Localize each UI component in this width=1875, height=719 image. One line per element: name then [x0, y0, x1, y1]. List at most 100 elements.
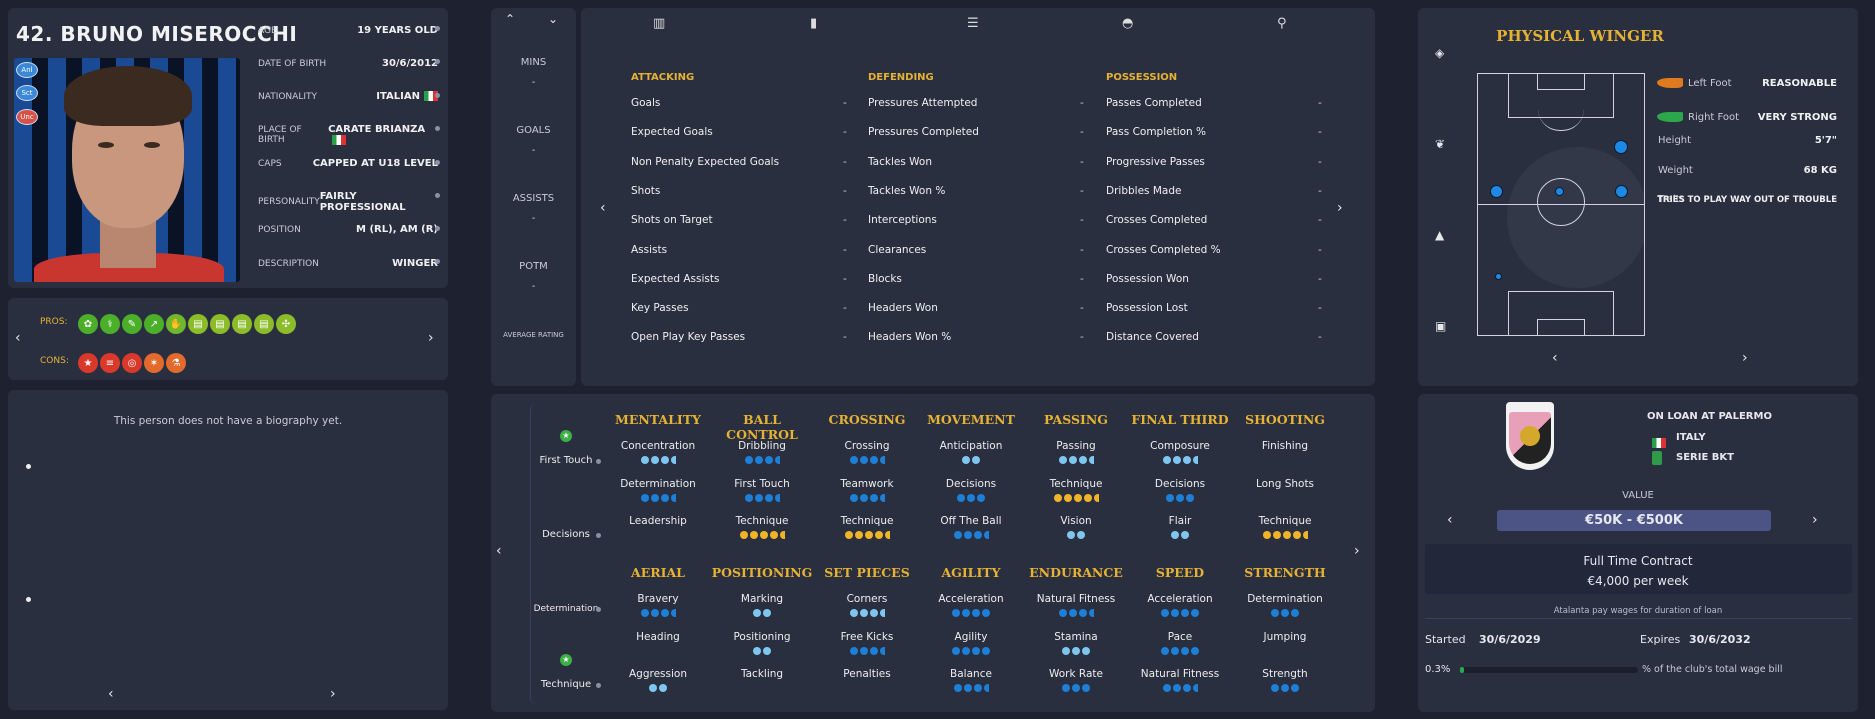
attribute-name[interactable]: Heading [636, 630, 680, 643]
pros-next-arrow[interactable]: › [428, 330, 434, 346]
attribute-name[interactable]: Determination [1247, 593, 1323, 605]
side-attr-technique[interactable]: Technique [540, 679, 592, 690]
attribute-name[interactable]: Technique [1049, 477, 1103, 490]
value-next-arrow[interactable]: › [1812, 512, 1818, 528]
rating-dot [973, 684, 982, 692]
plant-icon[interactable]: ❦ [1435, 137, 1446, 151]
stats-prev-arrow[interactable]: ‹ [600, 200, 606, 216]
attribute-name[interactable]: Technique [1258, 515, 1312, 527]
attribute-name[interactable]: Long Shots [1255, 477, 1315, 490]
badge-scout[interactable]: Sct [16, 85, 38, 101]
attribute-name[interactable]: Natural Fitness [1140, 668, 1220, 680]
attribute-name[interactable]: Teamwork [840, 477, 894, 490]
attribute-name[interactable]: Finishing [1261, 440, 1309, 452]
attribute-name[interactable]: Composure [1150, 440, 1210, 452]
attribute-name[interactable]: Natural Fitness [1036, 593, 1116, 605]
stat-value: - [1318, 331, 1322, 344]
side-attr-decisions[interactable]: Decisions [542, 529, 590, 540]
pro-icon[interactable]: ↗ [144, 314, 164, 334]
attribute-name[interactable]: Marking [740, 593, 784, 605]
pro-icon[interactable]: ⚕ [100, 314, 120, 334]
attribute-name[interactable]: Penalties [843, 668, 891, 680]
con-icon[interactable]: ⚗ [166, 353, 186, 373]
pro-icon[interactable]: ✣ [276, 314, 296, 334]
sort-up-icon[interactable]: ⌃ [505, 12, 516, 26]
info-dot[interactable] [435, 93, 440, 98]
attribute-name[interactable]: Free Kicks [840, 630, 894, 643]
attribute-name[interactable]: Technique [840, 515, 894, 527]
pro-icon[interactable]: ✿ [78, 314, 98, 334]
sort-down-icon[interactable]: ⌄ [548, 12, 559, 26]
attribute-name[interactable]: Jumping [1263, 630, 1307, 643]
running-icon[interactable]: ⚲ [1277, 16, 1287, 31]
pitch-next-arrow[interactable]: › [1742, 350, 1748, 366]
info-dot[interactable] [435, 160, 440, 165]
attribute-name[interactable]: Decisions [1154, 477, 1206, 490]
attribute-name[interactable]: Concentration [620, 440, 696, 452]
attribute-name[interactable]: Leadership [629, 515, 687, 527]
bar-chart-icon[interactable]: ▥ [653, 16, 666, 31]
info-dot[interactable] [435, 259, 440, 264]
attribute-name[interactable]: Passing [1056, 440, 1096, 452]
attribute-name[interactable]: Aggression [629, 668, 687, 680]
pro-icon[interactable]: ▤ [188, 314, 208, 334]
bio-next-arrow[interactable]: › [330, 686, 336, 702]
bio-prev-arrow[interactable]: ‹ [108, 686, 114, 702]
con-icon[interactable]: ✶ [144, 353, 164, 373]
info-icon[interactable]: ▣ [1435, 319, 1447, 333]
notebook-icon[interactable]: ▮ [810, 16, 818, 31]
info-dot[interactable] [435, 126, 440, 131]
attribute-name[interactable]: First Touch [734, 477, 790, 490]
side-attr-first-touch[interactable]: First Touch [539, 455, 593, 466]
helmet-icon[interactable]: ◓ [1122, 16, 1134, 31]
attributes-prev-arrow[interactable]: ‹ [496, 543, 502, 559]
pro-icon[interactable]: ▤ [232, 314, 252, 334]
attribute-name[interactable]: Technique [735, 515, 789, 527]
attribute-name[interactable]: Pace [1167, 630, 1193, 643]
attribute-name[interactable]: Balance [950, 668, 992, 680]
attribute-name[interactable]: Strength [1262, 668, 1308, 680]
info-dot[interactable] [435, 193, 440, 198]
pro-icon[interactable]: ✋ [166, 314, 186, 334]
attributes-next-arrow[interactable]: › [1354, 543, 1360, 559]
rating-dot [640, 609, 649, 617]
attribute-name[interactable]: Work Rate [1048, 668, 1103, 680]
attribute-name[interactable]: Positioning [733, 630, 791, 643]
pros-prev-arrow[interactable]: ‹ [15, 330, 21, 346]
attribute-name[interactable]: Vision [1060, 515, 1092, 527]
list-icon[interactable]: ☰ [967, 16, 979, 31]
badge-analyst[interactable]: Anl [16, 62, 38, 78]
attribute-name[interactable]: Anticipation [939, 440, 1003, 452]
attribute-name[interactable]: Decisions [945, 477, 997, 490]
info-dot[interactable] [435, 226, 440, 231]
info-personality: PERSONALITY FAIRLY PROFESSIONAL [258, 191, 406, 213]
attribute-name[interactable]: Corners [846, 593, 888, 605]
stats-next-arrow[interactable]: › [1337, 200, 1343, 216]
attribute-name[interactable]: Dribbling [738, 440, 786, 452]
pro-icon[interactable]: ▤ [254, 314, 274, 334]
pro-icon[interactable]: ✎ [122, 314, 142, 334]
attribute-name[interactable]: Acceleration [1147, 593, 1213, 605]
pro-icon[interactable]: ▤ [210, 314, 230, 334]
con-icon[interactable]: ★ [78, 353, 98, 373]
value-prev-arrow[interactable]: ‹ [1447, 512, 1453, 528]
attribute-name[interactable]: Flair [1168, 515, 1192, 527]
pitch-prev-arrow[interactable]: ‹ [1552, 350, 1558, 366]
badge-unconfirmed[interactable]: Unc [16, 109, 38, 125]
attribute-name[interactable]: Agility [954, 630, 988, 643]
mountain-icon[interactable]: ▲ [1435, 228, 1445, 242]
attribute-name[interactable]: Tackling [740, 668, 784, 680]
attribute-name[interactable]: Determination [620, 477, 696, 490]
con-icon[interactable]: ◎ [122, 353, 142, 373]
attribute-name[interactable]: Acceleration [938, 593, 1004, 605]
side-attr-determination[interactable]: Determination [533, 604, 599, 614]
info-dot[interactable] [435, 26, 440, 31]
attribute-name[interactable]: Bravery [637, 593, 679, 605]
cube-icon[interactable]: ◈ [1435, 46, 1445, 60]
attribute-name[interactable]: Stamina [1054, 630, 1098, 643]
attribute-name[interactable]: Off The Ball [940, 515, 1002, 527]
info-dot[interactable] [435, 59, 440, 64]
rating-dot [1073, 493, 1082, 502]
con-icon[interactable]: ≡ [100, 353, 120, 373]
attribute-name[interactable]: Crossing [844, 440, 890, 452]
